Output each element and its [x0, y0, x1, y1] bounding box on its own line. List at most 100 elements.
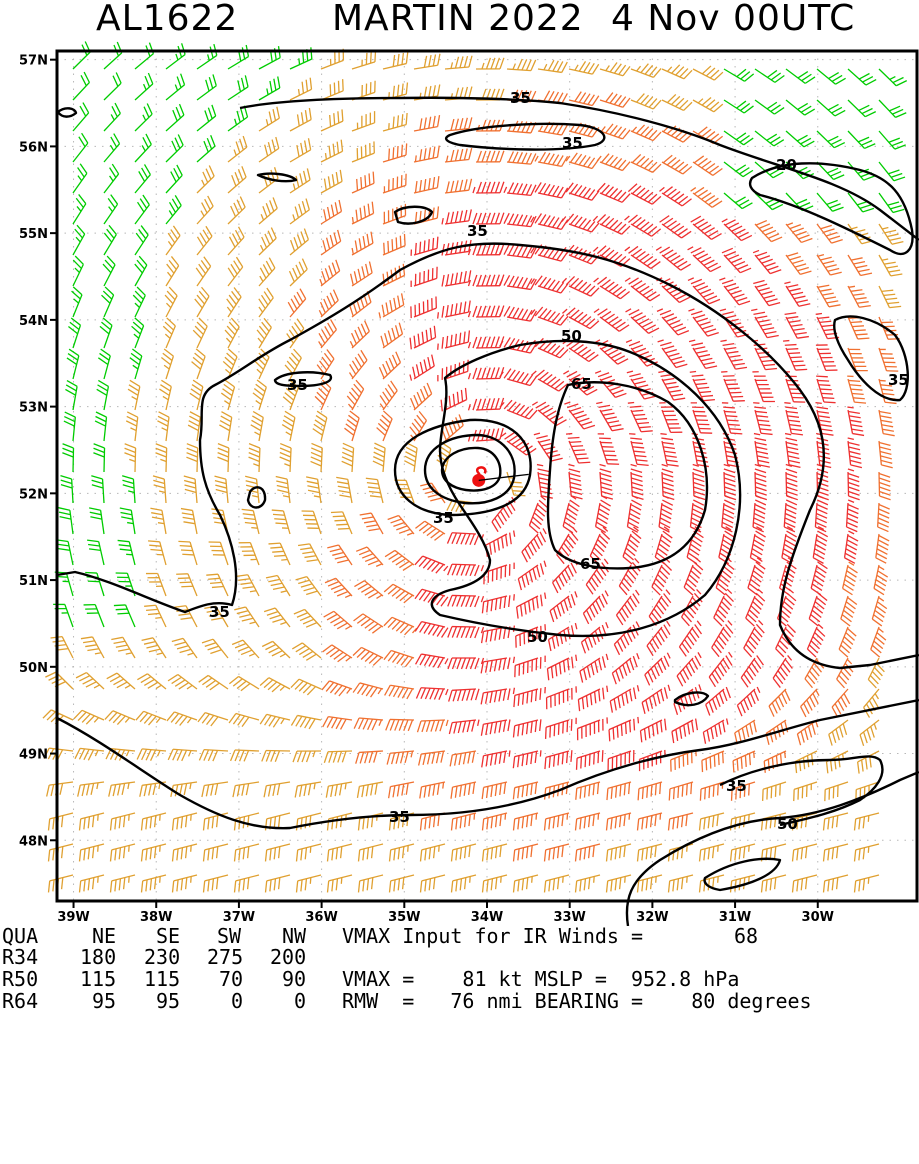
wind-barb-half-feather	[562, 309, 567, 313]
wind-barb	[858, 751, 879, 774]
wind-barb-feather	[363, 236, 365, 248]
wind-barb-shaft	[197, 266, 211, 286]
wind-barb-feather	[663, 378, 675, 380]
wind-barb-feather	[786, 473, 797, 477]
wind-barb-feather	[785, 313, 797, 315]
wind-barb-feather	[820, 425, 832, 427]
wind-barb	[785, 313, 809, 338]
wind-barb-shaft	[631, 224, 652, 236]
wind-barb-feather	[178, 614, 190, 616]
wind-barb-feather	[816, 518, 827, 523]
wind-barb-half-feather	[187, 685, 192, 689]
wind-barb-feather	[502, 537, 504, 549]
wind-barb-shaft	[670, 782, 693, 789]
wind-barb-shaft	[445, 67, 469, 69]
wind-barb-feather	[442, 275, 444, 287]
wind-barb	[411, 267, 437, 287]
wind-barb-feather	[60, 517, 71, 520]
wind-barb	[829, 720, 848, 746]
wind-barb-feather	[850, 420, 862, 422]
wind-barb-shaft	[662, 472, 663, 496]
wind-barb	[669, 782, 693, 800]
wind-barb	[196, 257, 210, 286]
wind-barb-half-feather	[256, 401, 261, 405]
wind-barb-feather	[499, 690, 501, 702]
wind-barb-feather	[57, 544, 69, 546]
wind-barb-feather	[815, 544, 825, 550]
wind-barb-half-feather	[657, 309, 663, 311]
wind-barb-feather	[853, 398, 865, 399]
wind-barb-feather	[610, 425, 622, 427]
wind-barb-feather	[242, 78, 245, 89]
wind-barb	[166, 165, 182, 193]
wind-barb-feather	[589, 754, 590, 766]
wind-barb	[122, 476, 135, 503]
wind-barb-feather	[429, 656, 435, 666]
wind-barb-shaft	[72, 479, 73, 503]
wind-barb-feather	[90, 512, 101, 514]
wind-barb-feather	[119, 545, 131, 546]
wind-barb-feather	[310, 78, 311, 90]
wind-barb-feather	[630, 721, 631, 733]
wind-barb-feather	[330, 549, 341, 552]
wind-barb-shaft	[104, 234, 116, 255]
wind-barb-shaft	[352, 153, 374, 162]
wind-barb-feather	[828, 104, 838, 110]
wind-barb	[385, 685, 414, 699]
wind-barb-feather	[600, 478, 611, 481]
wind-barb-feather	[398, 687, 404, 697]
wind-barb-feather	[330, 293, 335, 304]
wind-barb-feather	[263, 264, 269, 274]
wind-barb-feather	[539, 439, 550, 442]
wind-barb	[171, 782, 197, 797]
wind-barb-shaft	[794, 782, 817, 789]
wind-barb-feather	[817, 380, 829, 381]
wind-barb-feather	[323, 240, 326, 251]
wind-barb-shaft	[662, 193, 682, 206]
wind-barb-feather	[633, 656, 637, 667]
wind-barb	[638, 782, 662, 800]
wind-barb-feather	[357, 786, 359, 798]
wind-barb-feather	[85, 645, 97, 647]
wind-barb-feather	[508, 214, 513, 224]
wind-barb-feather	[329, 265, 333, 276]
wind-barb-feather	[428, 753, 431, 764]
wind-barb-half-feather	[299, 58, 300, 64]
wind-barb-feather	[724, 504, 735, 509]
wind-barb-feather	[688, 723, 690, 735]
wind-barb	[514, 687, 545, 707]
wind-barb	[848, 317, 869, 339]
wind-barb-half-feather	[442, 218, 443, 224]
wind-barb-feather	[491, 244, 495, 255]
wind-barb-feather	[475, 565, 479, 576]
wind-barb-shaft	[259, 118, 279, 131]
wind-barb-feather	[242, 166, 246, 177]
wind-barb-feather	[264, 786, 266, 797]
wind-barb-feather	[798, 235, 809, 239]
wind-barb-shaft	[352, 123, 375, 131]
wind-barb-feather	[535, 751, 536, 763]
wind-barb-feather	[491, 337, 495, 348]
wind-barb-feather	[791, 325, 803, 327]
wind-barb-feather	[881, 460, 892, 463]
wind-barb-feather	[733, 761, 734, 773]
wind-barb-feather	[513, 726, 514, 738]
wind-barb	[354, 718, 383, 730]
wind-barb-feather	[288, 302, 294, 312]
wind-barb-feather	[455, 211, 458, 222]
wind-barb-feather	[632, 487, 643, 490]
wind-barb-half-feather	[688, 278, 694, 281]
wind-barb-shaft	[423, 556, 445, 565]
wind-barb-feather	[613, 390, 624, 394]
wind-barb-feather	[513, 308, 519, 318]
wind-barb-half-feather	[135, 303, 140, 307]
wind-barb	[136, 711, 166, 725]
wind-barb-feather	[630, 690, 632, 702]
wind-barb	[325, 578, 352, 597]
wind-barb	[73, 256, 83, 286]
wind-barb-feather	[212, 105, 216, 116]
wind-barb-shaft	[162, 510, 166, 534]
wind-barb-feather	[742, 203, 752, 209]
wind-barb-feather	[388, 331, 391, 342]
wind-barb-feather	[723, 513, 734, 518]
